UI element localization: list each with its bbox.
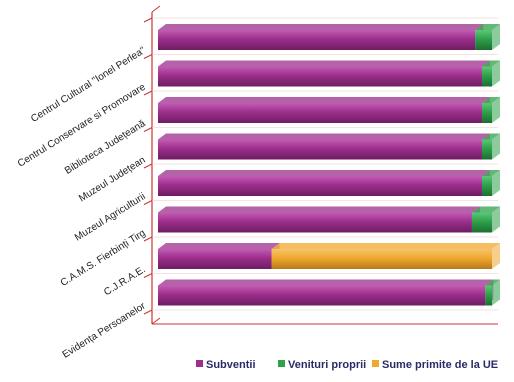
category-label: C.J.R.A.E. (102, 264, 147, 298)
category-labels: Centrul Cultural "Ionel Perlea"Centrul C… (16, 45, 148, 361)
tick-mark (143, 54, 153, 59)
bar-venituri-proprii (481, 170, 500, 196)
legend-item: Venituri proprii (278, 359, 366, 371)
legend: Subventii Venituri proprii Sume primite de… (196, 359, 498, 371)
tick-mark (143, 236, 153, 242)
legend-label: Subventii (206, 359, 256, 371)
legend-swatch (196, 360, 203, 367)
legend-swatch (372, 360, 379, 367)
bar-subventii (158, 279, 494, 306)
bar-venituri-proprii (475, 24, 500, 50)
bar-subventii (158, 97, 490, 123)
bar-venituri-proprii (481, 97, 500, 123)
legend-swatch (278, 360, 285, 367)
tick-mark (143, 200, 153, 205)
bar-subventii (158, 206, 480, 233)
axes (143, 5, 498, 325)
legend-item: Subventii (196, 359, 256, 371)
bar-venituri-proprii (481, 60, 500, 87)
category-label: Centrul Cultural "Ionel Perlea" (29, 45, 148, 125)
tick-mark (143, 273, 153, 278)
floor-edge (151, 317, 161, 325)
bar-sume-primite-de-la-ue (271, 243, 500, 269)
bars (158, 24, 500, 306)
category-label: Evidența Persoanelor (61, 300, 148, 360)
bar-subventii (158, 243, 280, 269)
bar-venituri-proprii (485, 279, 500, 306)
tick-mark (143, 90, 153, 96)
bar-subventii (158, 24, 484, 50)
tick-mark (143, 163, 153, 169)
tick-mark (143, 127, 153, 132)
wall-edge (151, 5, 161, 13)
bar-subventii (158, 170, 490, 196)
bar-subventii (158, 133, 490, 160)
legend-label: Sume primite de la UE (382, 359, 498, 371)
tick-mark (143, 309, 153, 315)
tick-mark (143, 17, 153, 23)
bar-venituri-proprii (481, 133, 500, 160)
bar-venituri-proprii (471, 206, 500, 233)
legend-item: Sume primite de la UE (372, 359, 498, 371)
legend-label: Venituri proprii (288, 359, 366, 371)
bar-subventii (158, 60, 490, 87)
